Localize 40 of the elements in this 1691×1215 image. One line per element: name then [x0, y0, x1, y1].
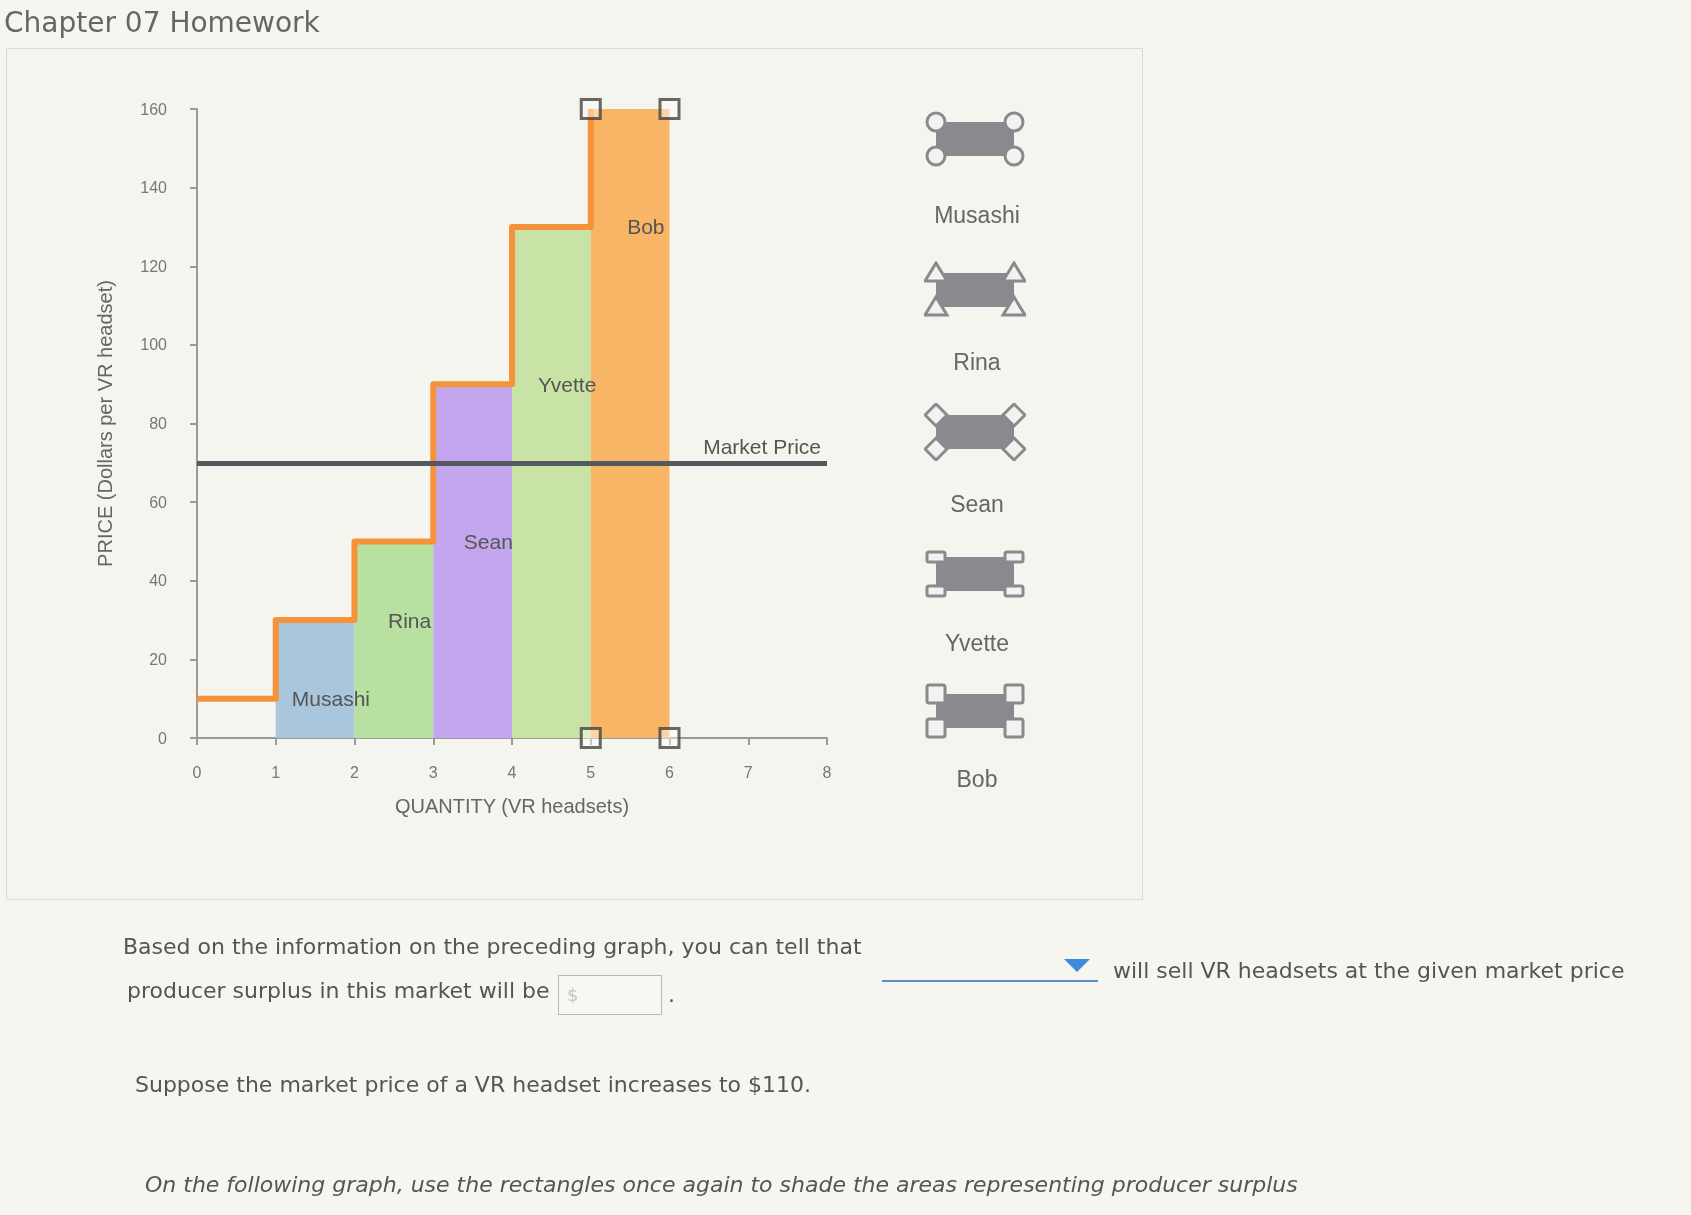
y-tick-label: 160 [140, 100, 168, 118]
series-label: Yvette [537, 372, 597, 396]
y-tick-label: 60 [149, 493, 168, 511]
text: . [668, 982, 675, 1007]
series-label: Sean [463, 529, 513, 553]
x-tick-label: 8 [822, 763, 832, 781]
text: Suppose the market price of a VR headset increases to $110. [135, 1072, 811, 1097]
y-axis-title: PRICE (Dollars per VR headset) [94, 280, 116, 567]
text-field: $ [558, 975, 662, 1015]
series-label: Rina [388, 608, 432, 632]
text: Based on the information on the preceding graph, you can tell that [123, 934, 862, 959]
text: Sean [950, 491, 1004, 518]
x-tick-label: 3 [428, 763, 438, 781]
chart-title: Chapter 07 Homework [4, 6, 320, 39]
text: Rina [953, 349, 1001, 376]
text: will sell VR headsets at the given market price [1113, 958, 1625, 983]
x-axis-title: QUANTITY (VR headsets) [394, 795, 630, 817]
y-tick-label: 20 [149, 650, 168, 668]
y-tick-label: 100 [140, 336, 168, 354]
y-tick-label: 120 [140, 257, 168, 275]
series-label: Musashi [291, 687, 370, 711]
bar [433, 384, 512, 738]
x-tick-label: 5 [586, 763, 596, 781]
x-tick-label: 2 [350, 763, 360, 781]
y-tick-label: 140 [140, 179, 168, 197]
text: Bob [956, 766, 998, 793]
x-tick-label: 7 [743, 763, 753, 781]
text: Musashi [934, 202, 1020, 229]
series-label: Bob [627, 215, 665, 239]
text: On the following graph, use the rectangles once again to shade the areas representing producer surplus [145, 1172, 1298, 1197]
x-tick-label: 1 [271, 763, 281, 781]
y-tick-label: 40 [149, 572, 168, 590]
text: producer surplus in this market will be [127, 978, 550, 1003]
x-tick-label: 6 [665, 763, 675, 781]
x-tick-label: 0 [192, 763, 202, 781]
y-tick-label: 0 [158, 729, 168, 747]
y-tick-label: 80 [149, 415, 168, 432]
ref-line-label: Market Price [703, 434, 821, 458]
x-tick-label: 4 [507, 763, 517, 781]
text: Yvette [945, 630, 1009, 657]
